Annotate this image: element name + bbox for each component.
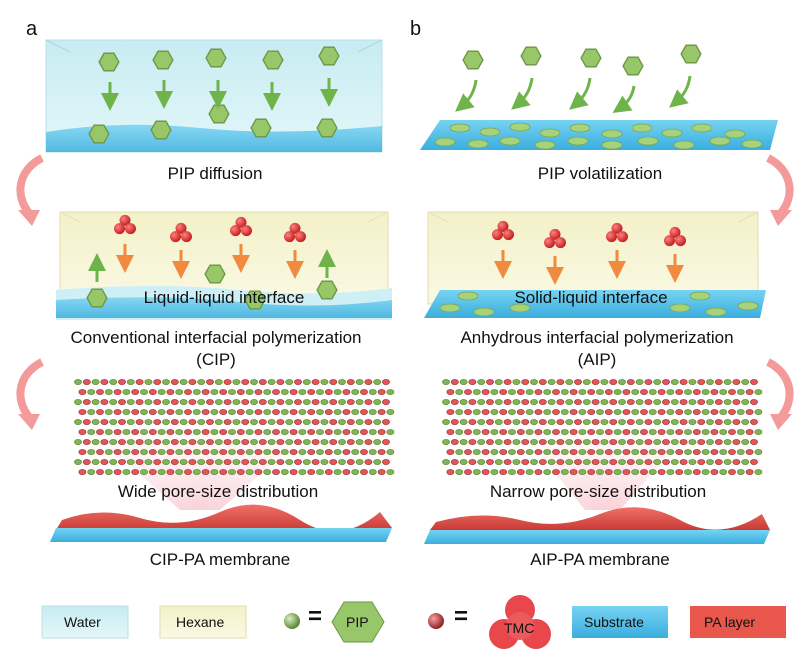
legend-substrate-label: Substrate: [584, 614, 644, 630]
a-flow-arrow-2: [16, 358, 45, 430]
legend-tmc-molecule: [489, 595, 551, 649]
legend-water-swatch: [41, 605, 129, 639]
a-pip-molecules-row1: [88, 46, 340, 144]
b-hexane-box: [424, 211, 766, 318]
b-tmc-row2: [492, 220, 686, 285]
panel-a-letter: a: [26, 18, 38, 40]
a-step1-label: PIP diffusion: [167, 164, 263, 183]
legend-pa-label: PA layer: [704, 614, 756, 630]
b-pa-network: [442, 379, 763, 475]
panel-b-letter: b: [410, 18, 422, 40]
legend: [41, 595, 786, 649]
b-pore-label: Narrow pore-size distribution: [489, 482, 707, 501]
b-pip-molecules-row1: [455, 44, 702, 113]
legend-substrate-swatch: [572, 606, 668, 638]
b-pa-membrane: [424, 507, 770, 544]
a-method-abbr: (CIP): [196, 350, 236, 369]
b-membrane-label: AIP-PA membrane: [530, 550, 670, 569]
legend-pip-hexagon: [331, 601, 385, 643]
b-method-abbr: (AIP): [577, 350, 617, 369]
b-flow-arrow-1: [765, 154, 794, 226]
a-pore-label: Wide pore-size distribution: [117, 482, 319, 501]
legend-pip-ball: [284, 613, 300, 629]
legend-equals-2: =: [454, 603, 469, 630]
a-pa-network: [74, 379, 395, 475]
b-step1-label: PIP volatilization: [537, 164, 663, 183]
a-pa-membrane: [50, 504, 392, 542]
b-flow-arrow-2: [765, 358, 794, 430]
b-method-label: Anhydrous interfacial polymerization: [460, 328, 734, 347]
legend-hexane-swatch: [159, 605, 247, 639]
a-flow-arrow-1: [16, 154, 45, 226]
b-interface-label: Solid-liquid interface: [514, 288, 668, 307]
a-membrane-label: CIP-PA membrane: [149, 550, 291, 569]
a-interface-label: Liquid-liquid interface: [143, 288, 305, 307]
b-substrate-slab: [420, 120, 778, 150]
legend-equals-1: =: [308, 603, 323, 630]
legend-pip-label: PIP: [346, 614, 369, 630]
legend-pa-swatch: [690, 606, 786, 638]
a-tmc-and-pip-row2: [86, 214, 338, 310]
legend-water-label: Water: [64, 614, 101, 630]
legend-tmc-ball: [428, 613, 444, 629]
legend-hexane-label: Hexane: [176, 614, 225, 630]
a-method-label: Conventional interfacial polymerization: [70, 328, 362, 347]
legend-tmc-label: TMC: [504, 620, 535, 636]
